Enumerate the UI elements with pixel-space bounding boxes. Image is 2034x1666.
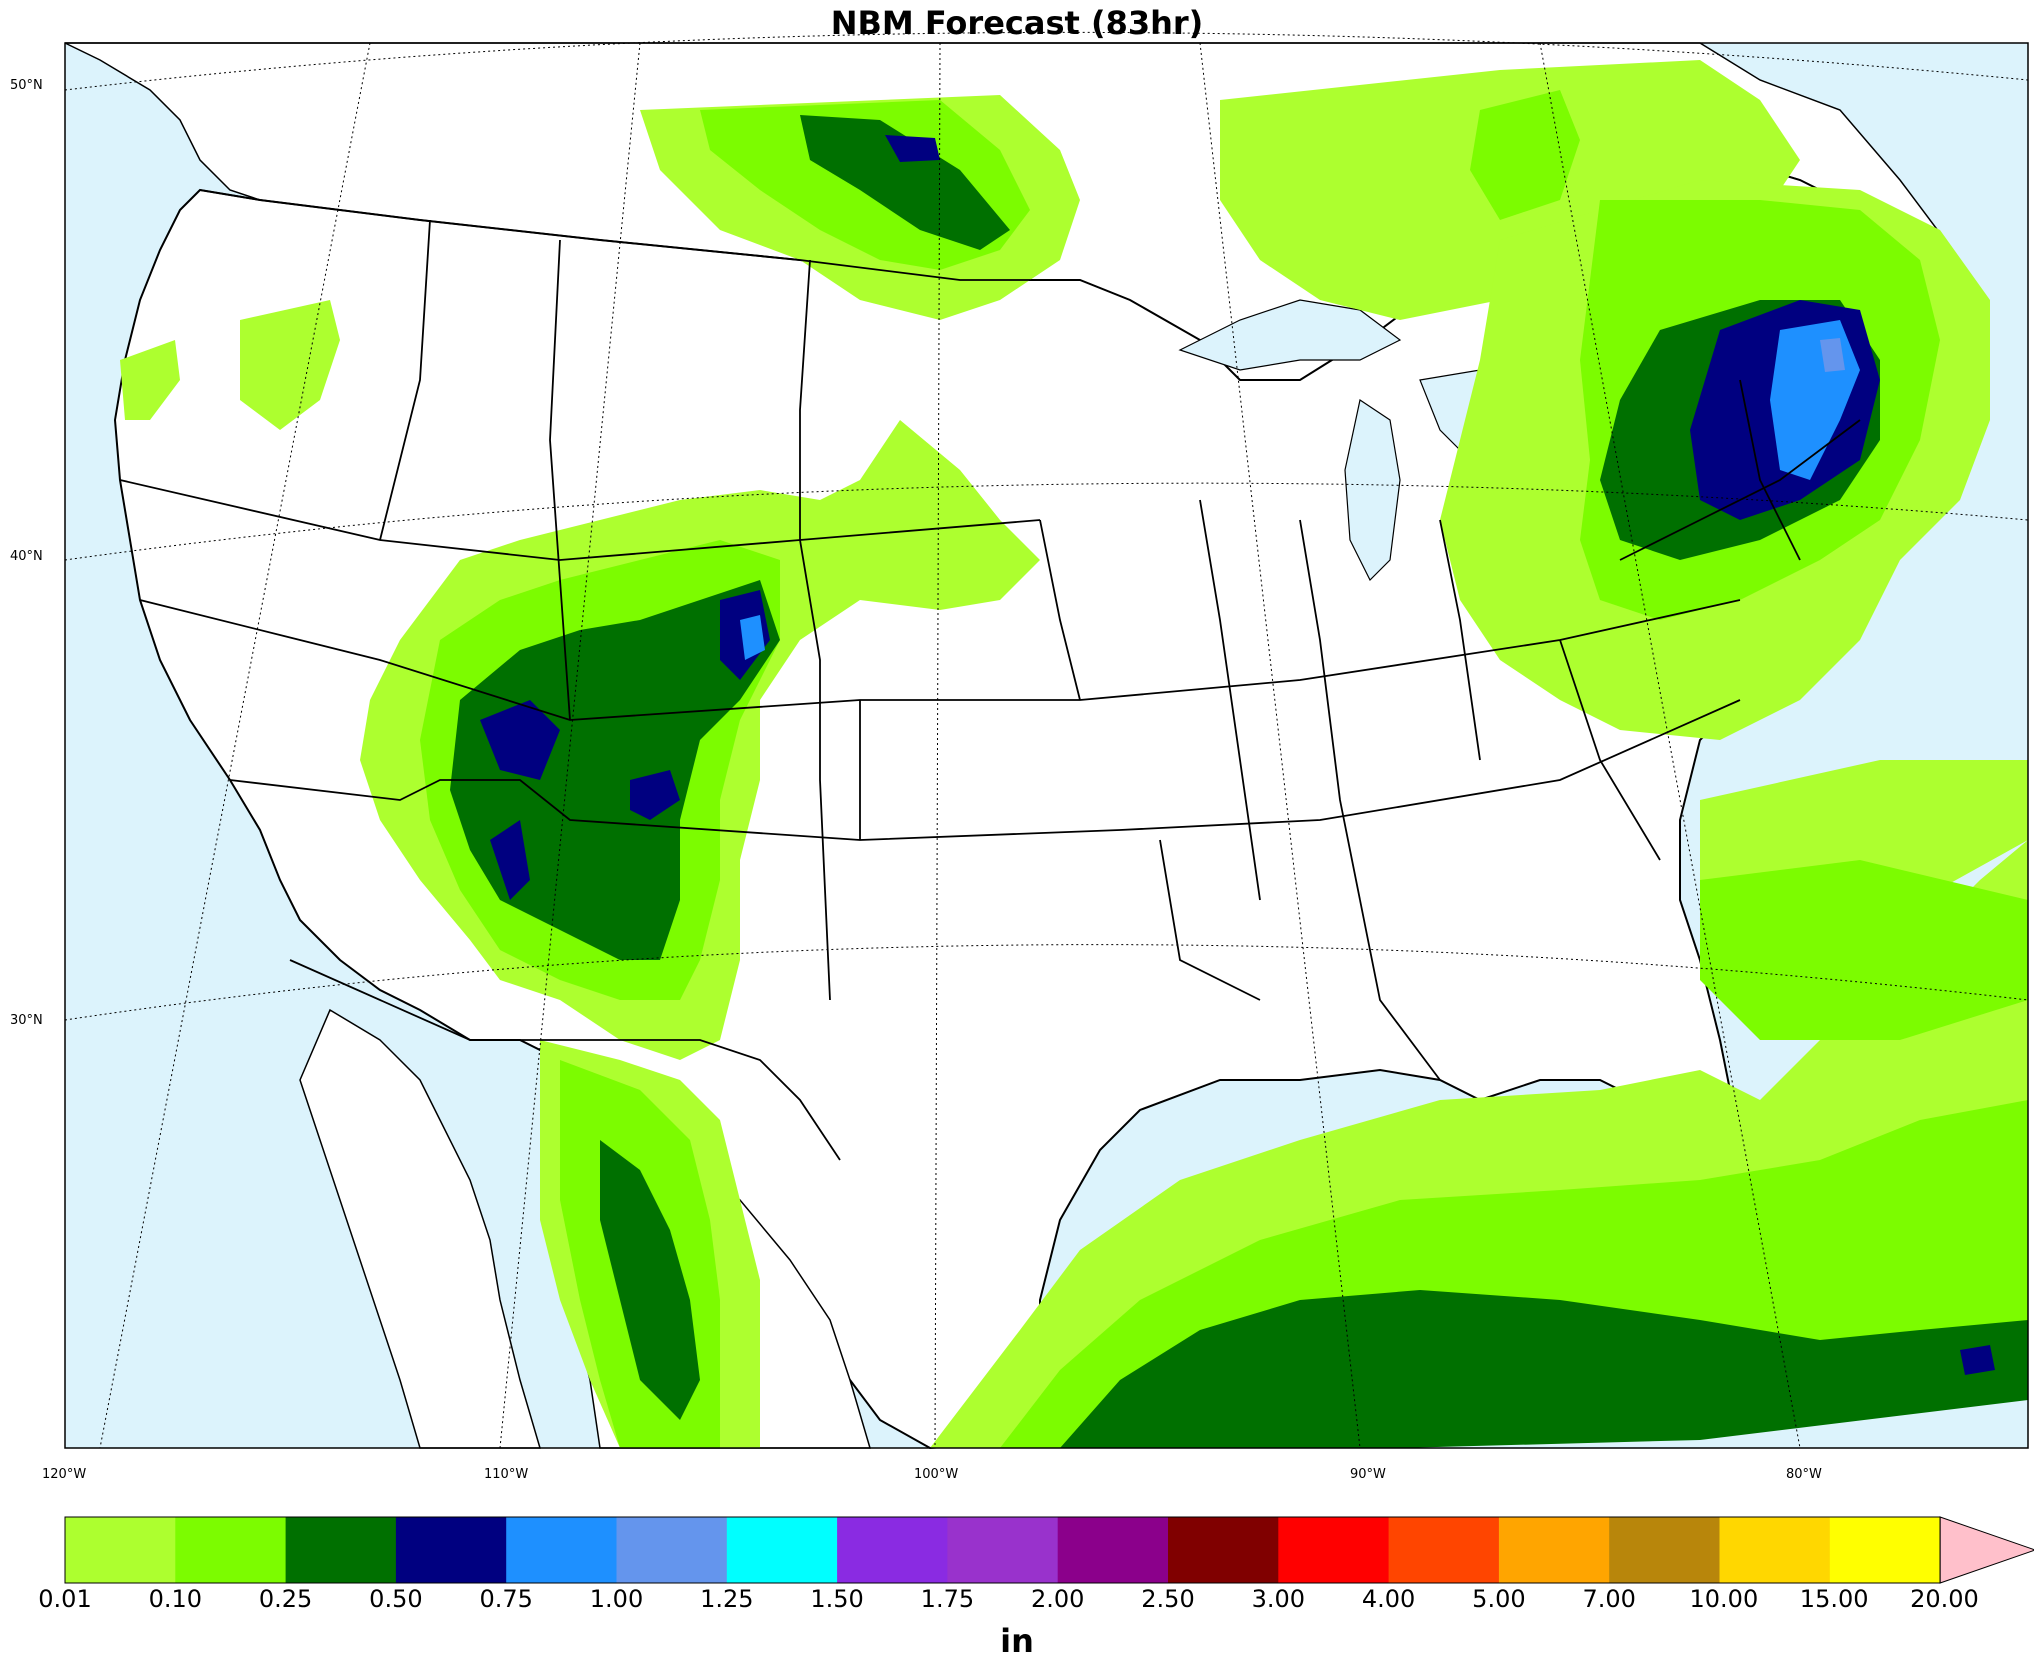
map-border: [64, 42, 2029, 1449]
lat-label-40: 40°N: [10, 549, 43, 564]
lon-label-110w: 110°W: [484, 1467, 529, 1482]
colorbar-tick-label: 20.00: [1910, 1585, 1979, 1613]
colorbar-swatch: [285, 1517, 397, 1583]
precip-band-max: [1820, 338, 1845, 372]
colorbar-swatch: [395, 1517, 507, 1583]
colorbar-swatch: [1719, 1517, 1831, 1583]
colorbar-swatch: [1388, 1517, 1500, 1583]
lat-label-50: 50°N: [10, 78, 43, 93]
lon-label-100w: 100°W: [914, 1467, 959, 1482]
colorbar-tick-label: 1.25: [700, 1585, 754, 1613]
colorbar-swatch: [1168, 1517, 1279, 1583]
colorbar-swatch: [1278, 1517, 1390, 1583]
colorbar-swatch: [1057, 1517, 1169, 1583]
colorbar: [64, 1516, 2034, 1584]
lake-michigan: [1344, 399, 1401, 582]
colorbar-swatch: [616, 1517, 728, 1583]
colorbar-tick-label: 10.00: [1689, 1585, 1759, 1613]
colorbar-tick-label: 0.01: [38, 1585, 92, 1613]
lon-label-80w: 80°W: [1786, 1467, 1822, 1482]
lat-label-30: 30°N: [10, 1013, 43, 1028]
colorbar-swatch: [1829, 1517, 1941, 1583]
lon-label-120w: 120°W: [42, 1467, 87, 1482]
colorbar-tick-label: 0.50: [369, 1585, 423, 1613]
colorbar-border: [64, 1516, 1941, 1584]
colorbar-unit: in: [1000, 1622, 1034, 1660]
colorbar-tick-label: 3.00: [1251, 1585, 1306, 1613]
lon-label-90w: 90°W: [1350, 1467, 1386, 1482]
colorbar-tick-label: 15.00: [1799, 1585, 1869, 1613]
graticule: [64, 31, 2029, 1449]
colorbar-swatch: [726, 1517, 838, 1583]
colorbar-tick-label: 0.25: [258, 1585, 313, 1613]
colorbar-tick-label: 2.50: [1141, 1585, 1195, 1613]
state-boundaries: [119, 189, 1861, 1161]
colorbar-tick-label: 7.00: [1582, 1585, 1636, 1613]
colorbar-tick-label: 0.75: [479, 1585, 533, 1613]
colorbar-tick-label: 1.00: [589, 1585, 644, 1613]
colorbar-tick-label: 0.10: [148, 1585, 203, 1613]
colorbar-extend-arrow: [1939, 1516, 2034, 1584]
colorbar-swatch: [947, 1517, 1059, 1583]
colorbar-swatch: [1498, 1517, 1610, 1583]
colorbar-swatch: [1609, 1517, 1720, 1583]
colorbar-tick-label: 1.75: [920, 1585, 975, 1613]
colorbar-swatch: [175, 1517, 287, 1583]
colorbar-swatch: [65, 1517, 176, 1583]
colorbar-swatch: [837, 1517, 948, 1583]
map-title: NBM Forecast (83hr): [830, 4, 1204, 42]
colorbar-tick-label: 1.50: [810, 1585, 864, 1613]
colorbar-tick-label: 4.00: [1361, 1585, 1416, 1613]
colorbar-tick-label: 5.00: [1472, 1585, 1526, 1613]
colorbar-tick-label: 2.00: [1030, 1585, 1085, 1613]
colorbar-swatch: [506, 1517, 617, 1583]
